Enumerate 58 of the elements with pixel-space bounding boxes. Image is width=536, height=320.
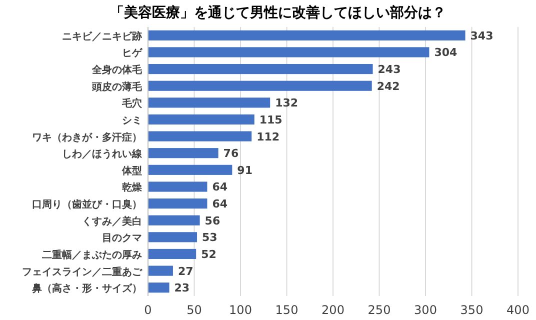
y-tick-label: しわ／ほうれい線 [62, 148, 143, 160]
x-tick-label: 50 [186, 303, 202, 317]
bar [148, 198, 208, 209]
bar [148, 64, 373, 74]
data-label: 115 [259, 113, 282, 126]
bar [148, 80, 372, 91]
bar [148, 148, 218, 158]
data-label: 242 [376, 80, 400, 93]
data-label: 64 [212, 180, 228, 194]
data-label: 343 [470, 29, 494, 42]
data-label: 27 [178, 264, 194, 278]
y-tick-label: 全身の体毛 [91, 64, 143, 76]
y-tick-label: ワキ（わきが・多汗症） [32, 131, 142, 144]
chart-title: 「美容医療」を通じて男性に改善してほしい部分は？ [110, 4, 446, 21]
data-label: 304 [434, 46, 458, 60]
y-tick-label: ニキビ／ニキビ跡 [62, 30, 142, 42]
bar [148, 131, 252, 142]
y-tick-label: フェイスライン／二重あご [22, 266, 143, 278]
y-tick-label: 鼻（高さ・形・サイズ） [31, 282, 142, 295]
data-label: 64 [212, 198, 228, 211]
y-tick-label: 口周り（歯並び・口臭） [32, 198, 142, 211]
data-label: 243 [378, 63, 401, 76]
y-tick-label: 頭皮の薄毛 [91, 80, 143, 93]
x-tick-label: 200 [322, 303, 344, 317]
x-tick-label: 150 [275, 303, 298, 317]
x-tick-label: 250 [368, 303, 391, 317]
data-label: 91 [237, 164, 252, 177]
x-tick-label: 400 [506, 303, 530, 317]
data-label: 56 [204, 214, 220, 228]
x-tick-label: 350 [460, 303, 484, 317]
bar [148, 30, 466, 40]
bar [148, 232, 198, 242]
x-tick-label: 300 [414, 303, 437, 317]
y-tick-label: ヒゲ [122, 47, 143, 60]
bar [148, 282, 170, 293]
bar [148, 215, 200, 226]
y-tick-label: 目のクマ [102, 233, 142, 244]
data-label: 76 [223, 147, 239, 160]
y-tick-label: 二重幅／まぶたの厚み [42, 248, 142, 261]
data-label: 53 [202, 231, 218, 244]
x-tick-label: 100 [229, 303, 252, 317]
data-label: 23 [174, 282, 190, 295]
data-label: 112 [256, 130, 280, 144]
y-tick-label: シミ [122, 115, 142, 126]
y-tick-label: 乾燥 [122, 182, 142, 194]
bar [148, 47, 430, 58]
x-tick-label: 0 [144, 303, 152, 317]
bar [148, 164, 232, 175]
bar [148, 248, 196, 260]
y-tick-label: くすみ／美白 [82, 215, 142, 228]
bar [148, 182, 208, 192]
bar [148, 98, 270, 108]
data-label: 132 [275, 96, 298, 110]
bar [148, 266, 173, 276]
data-label: 52 [201, 248, 216, 261]
bar [148, 114, 254, 125]
y-tick-label: 体型 [121, 164, 142, 177]
y-tick-label: 毛穴 [121, 98, 143, 110]
